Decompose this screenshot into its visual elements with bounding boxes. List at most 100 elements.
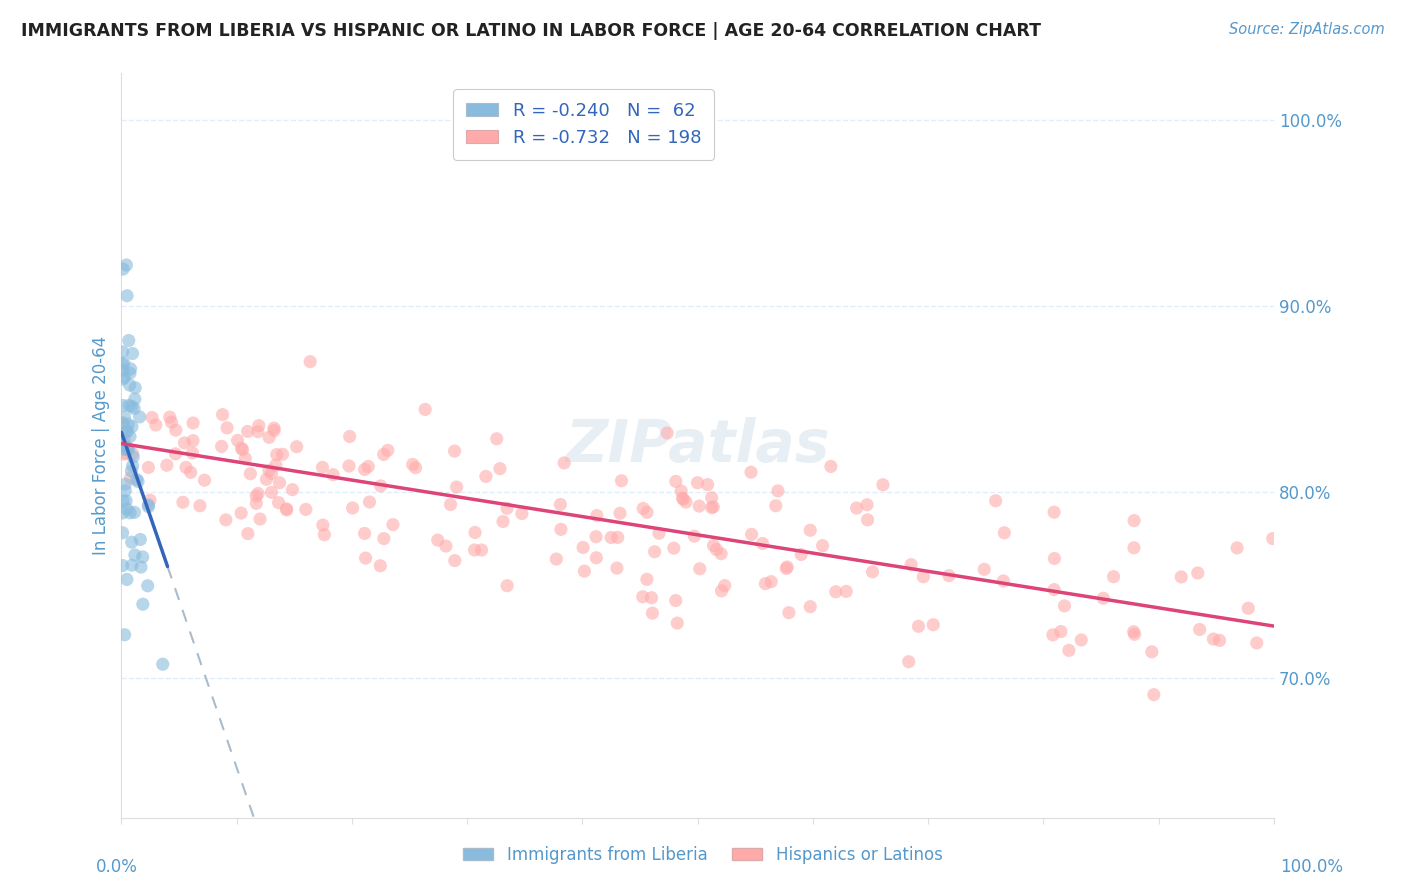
Point [600,531,623,545]
Point [172,495,194,509]
Point [181,434,204,448]
Point [765,499,787,513]
Point [475,469,498,483]
Point [246,425,269,439]
Point [239,467,262,481]
Point [245,489,267,503]
Point [702,500,724,514]
Point [713,579,735,593]
Point [312,518,335,533]
Point [173,436,195,450]
Point [489,461,512,475]
Point [121,535,143,549]
Legend: Immigrants from Liberia, Hispanics or Latinos: Immigrants from Liberia, Hispanics or La… [457,839,949,871]
Point [1042,628,1064,642]
Point [247,486,270,500]
Point [131,549,153,564]
Point [696,477,718,491]
Point [790,548,813,562]
Point [129,560,152,574]
Point [111,417,134,431]
Point [181,416,204,430]
Point [1143,688,1166,702]
Point [464,543,486,558]
Y-axis label: In Labor Force | Age 20-64: In Labor Force | Age 20-64 [93,336,110,555]
Point [111,506,134,520]
Point [121,400,143,414]
Point [257,430,280,444]
Point [121,458,143,473]
Point [180,466,202,480]
Point [232,442,254,457]
Point [112,432,135,446]
Point [125,473,148,487]
Point [124,505,146,519]
Point [128,409,150,424]
Point [683,529,706,543]
Point [778,606,800,620]
Point [657,425,679,440]
Point [368,558,391,573]
Point [572,541,595,555]
Point [443,444,465,458]
Point [117,424,139,438]
Point [856,498,879,512]
Point [1123,514,1146,528]
Point [266,448,288,462]
Point [226,434,249,448]
Point [231,442,253,456]
Point [700,500,723,515]
Point [824,584,846,599]
Point [115,502,138,516]
Point [799,524,821,538]
Point [138,500,160,514]
Point [672,492,695,507]
Point [263,421,285,435]
Point [118,399,141,413]
Point [156,458,179,473]
Point [672,491,695,505]
Point [862,565,884,579]
Point [124,548,146,562]
Point [215,513,238,527]
Point [211,408,233,422]
Point [675,495,697,509]
Point [111,372,134,386]
Point [260,485,283,500]
Point [1123,627,1146,641]
Point [118,334,141,348]
Point [845,501,868,516]
Point [165,447,187,461]
Point [112,447,135,461]
Point [610,474,633,488]
Point [434,539,457,553]
Point [631,590,654,604]
Point [121,558,143,573]
Point [115,442,138,457]
Point [1123,541,1146,555]
Point [115,493,138,508]
Text: Source: ZipAtlas.com: Source: ZipAtlas.com [1229,22,1385,37]
Point [799,599,821,614]
Point [141,410,163,425]
Point [689,562,711,576]
Point [546,552,568,566]
Point [606,530,628,544]
Point [741,527,763,541]
Point [138,498,160,512]
Point [118,442,141,457]
Point [111,262,134,277]
Point [115,425,138,439]
Point [129,533,152,547]
Point [856,513,879,527]
Point [114,410,136,425]
Point [111,426,134,441]
Point [127,475,149,489]
Point [973,562,995,576]
Text: 100.0%: 100.0% [1279,858,1343,876]
Point [115,258,138,272]
Point [276,501,298,516]
Point [117,417,139,432]
Point [111,358,134,372]
Point [1140,645,1163,659]
